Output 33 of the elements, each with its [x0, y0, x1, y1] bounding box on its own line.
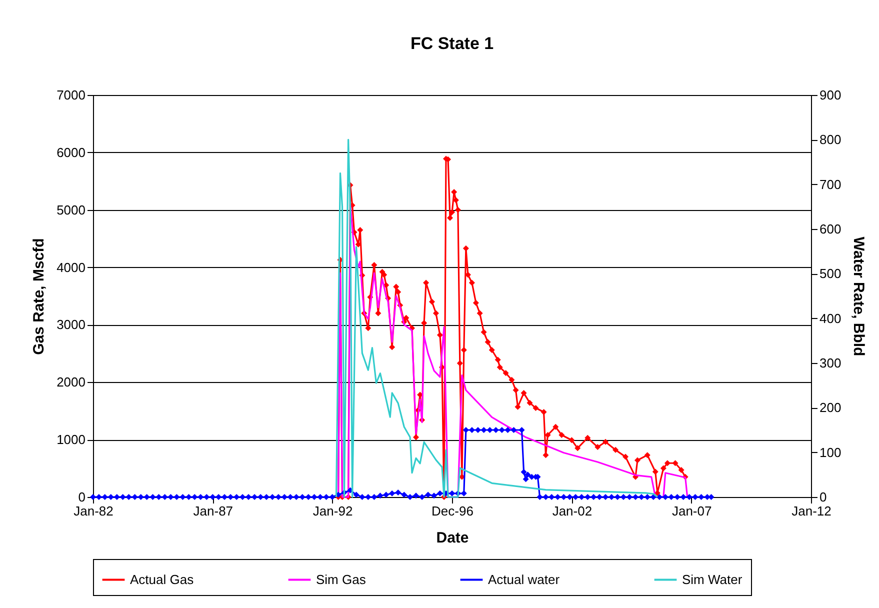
y-axis-title: Gas Rate, Mscfd	[30, 238, 48, 355]
legend-label: Sim Gas	[316, 572, 366, 587]
y-tick-label: 4000	[56, 260, 86, 275]
x-tick-label: Jan-07	[672, 504, 712, 518]
y-tick-label: 3000	[56, 317, 86, 332]
legend-label: Sim Water	[682, 572, 743, 587]
y-tick-label: 6000	[56, 144, 86, 160]
x-axis-title: Date	[436, 530, 469, 546]
x-tick-label: Jan-92	[312, 504, 353, 518]
y2-tick-label: 300	[820, 356, 842, 370]
y-tick-label: 2000	[56, 374, 86, 390]
y2-tick-label: 200	[820, 400, 842, 416]
legend-label: Actual Gas	[130, 572, 194, 587]
y2-tick-label: 400	[820, 310, 842, 326]
y-tick-label: 7000	[56, 88, 86, 102]
x-tick-label: Jan-12	[792, 504, 832, 518]
y2-axis-title: Water Rate, Bbld	[850, 236, 868, 356]
y2-tick-label: 100	[820, 444, 842, 460]
y-tick-label: 5000	[56, 202, 86, 218]
y-tick-label: 0	[78, 490, 86, 504]
x-tick-label: Jan-82	[74, 504, 114, 518]
y-tick-label: 1000	[56, 432, 86, 448]
x-tick-label: Jan-02	[552, 504, 592, 518]
legend-label: Actual water	[488, 572, 560, 587]
chart-title: FC State 1	[410, 34, 494, 53]
x-tick-label: Jan-87	[193, 504, 234, 518]
y2-tick-label: 500	[820, 266, 842, 282]
y2-tick-label: 800	[820, 132, 842, 148]
x-tick-label: Dec-96	[432, 504, 474, 518]
y2-tick-label: 900	[820, 88, 842, 102]
y2-tick-label: 0	[820, 490, 827, 504]
y2-tick-label: 700	[820, 176, 842, 192]
y2-tick-label: 600	[820, 222, 842, 236]
